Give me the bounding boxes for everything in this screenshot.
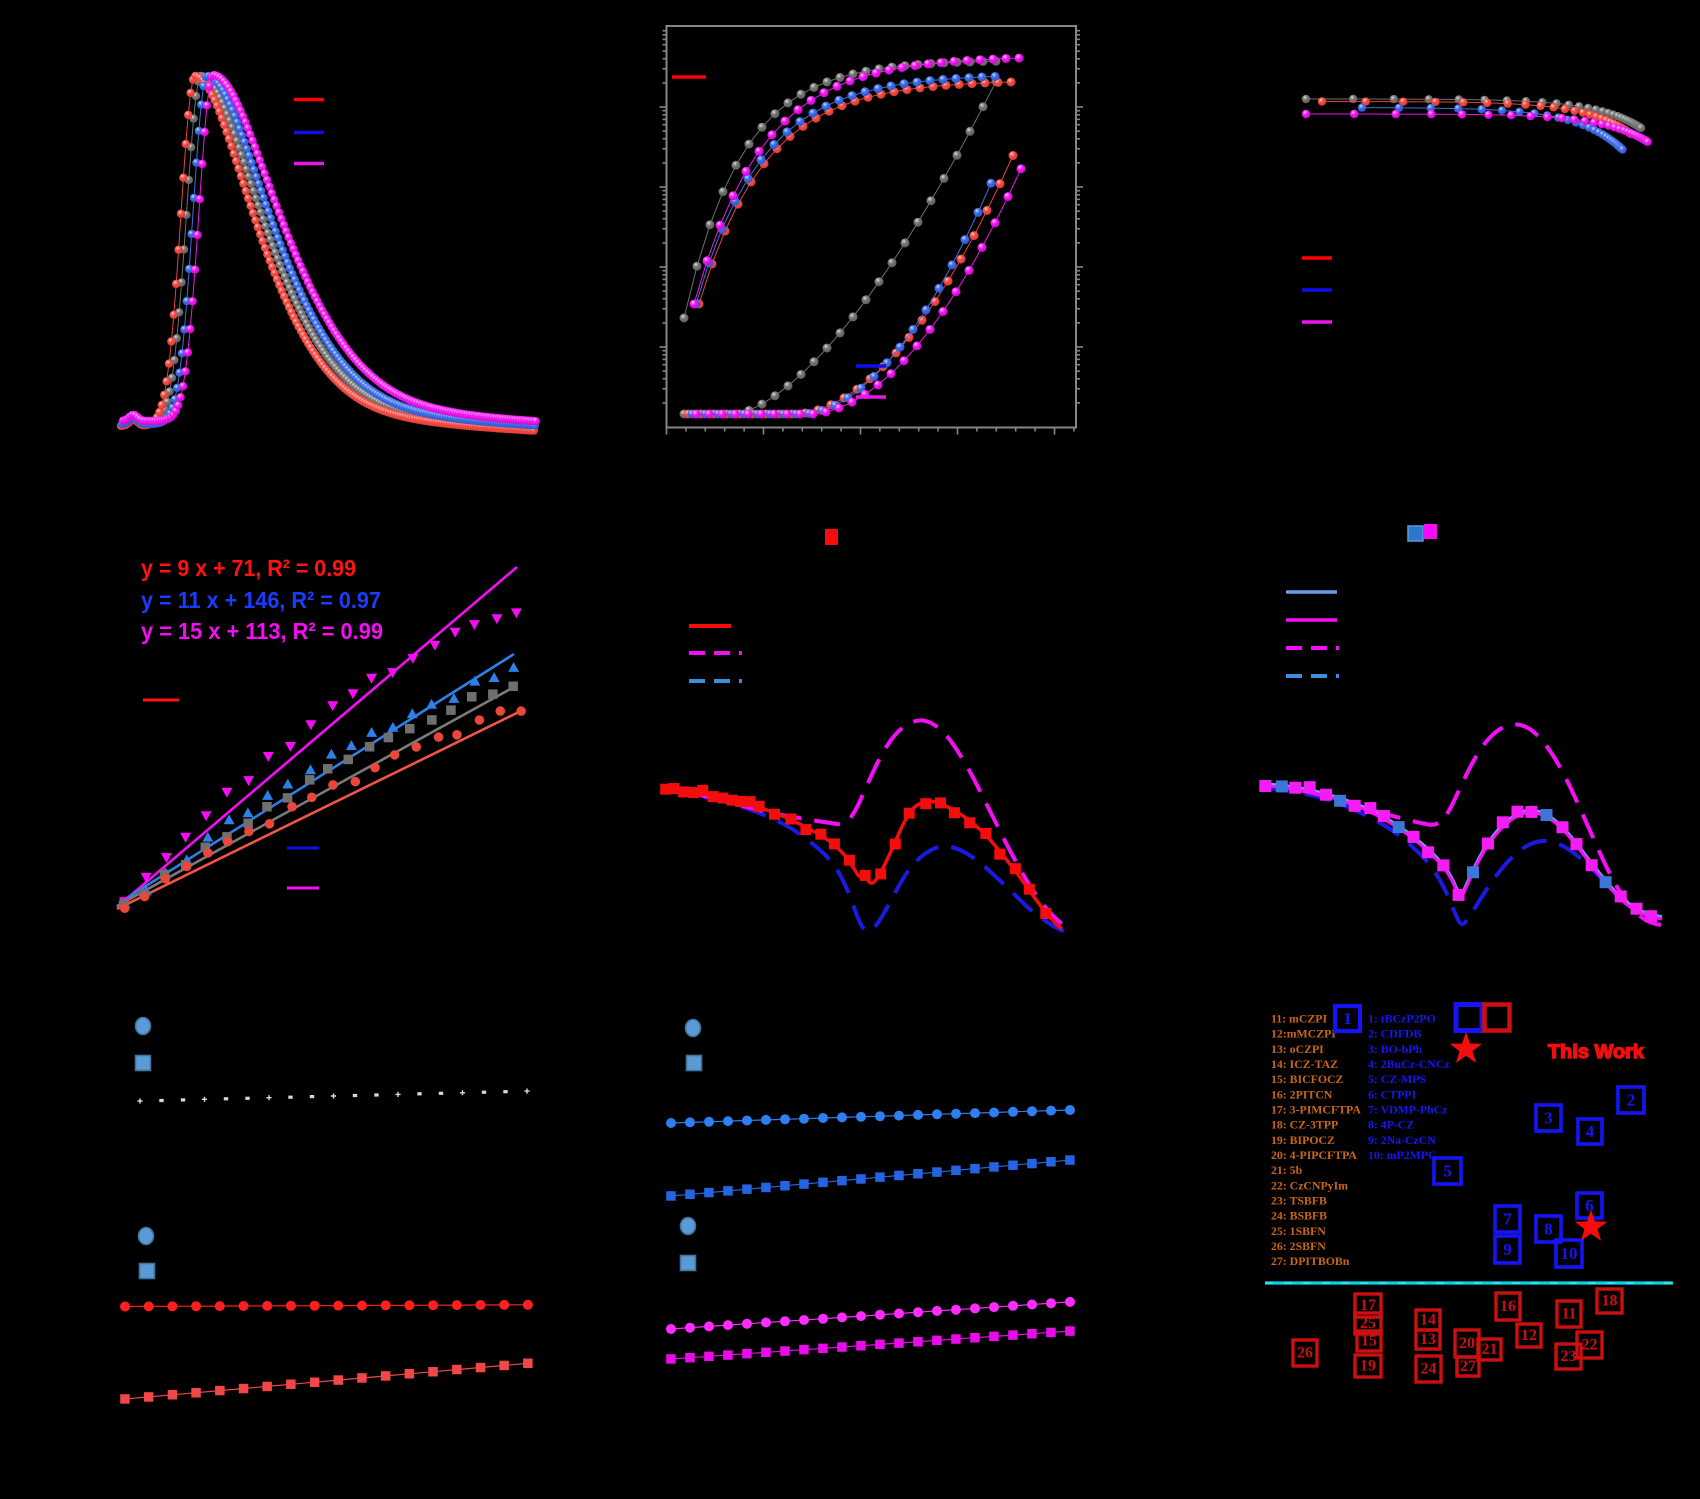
svg-text:5: CZ-MPS: 5: CZ-MPS xyxy=(1368,1072,1426,1086)
svg-text:14: 14 xyxy=(1420,1312,1436,1329)
svg-text:y = 15 x + 113, R² = 0.99: y = 15 x + 113, R² = 0.99 xyxy=(141,618,383,644)
svg-text:16: 16 xyxy=(1500,1298,1516,1315)
svg-text:14: ICZ-TAZ: 14: ICZ-TAZ xyxy=(1271,1057,1338,1071)
svg-text:10: mP2MPC: 10: mP2MPC xyxy=(1368,1148,1436,1162)
svg-text:20: 20 xyxy=(1459,1335,1475,1352)
svg-text:8: 8 xyxy=(1544,1220,1553,1239)
svg-text:26: 2SBFN: 26: 2SBFN xyxy=(1271,1239,1326,1253)
svg-text:y = 9 x + 71, R² = 0.99: y = 9 x + 71, R² = 0.99 xyxy=(141,555,356,581)
svg-text:11: mCZPI: 11: mCZPI xyxy=(1271,1012,1327,1026)
svg-text:15: 15 xyxy=(1361,1333,1377,1350)
svg-text:13: oCZPI: 13: oCZPI xyxy=(1271,1042,1324,1056)
svg-text:5: 5 xyxy=(1443,1162,1452,1181)
svg-text:9: 9 xyxy=(1503,1240,1512,1259)
svg-text:10: 10 xyxy=(1561,1244,1578,1263)
svg-text:This Work: This Work xyxy=(1548,1042,1644,1063)
svg-text:7: VDMP-PhCz: 7: VDMP-PhCz xyxy=(1368,1103,1447,1117)
svg-text:1: tBCzP2PO: 1: tBCzP2PO xyxy=(1368,1012,1436,1026)
svg-text:16: 2PITCN: 16: 2PITCN xyxy=(1271,1087,1333,1101)
svg-text:18: CZ-3TPP: 18: CZ-3TPP xyxy=(1271,1118,1338,1132)
svg-text:y = 11 x + 146, R² = 0.97: y = 11 x + 146, R² = 0.97 xyxy=(141,587,381,613)
svg-text:22: 22 xyxy=(1582,1337,1598,1354)
svg-text:27: 27 xyxy=(1460,1358,1476,1375)
svg-text:27: DPITBOBn: 27: DPITBOBn xyxy=(1271,1254,1350,1268)
svg-text:3: 3 xyxy=(1544,1109,1553,1128)
svg-text:23: 23 xyxy=(1561,1348,1577,1365)
svg-text:19: BIPOCZ: 19: BIPOCZ xyxy=(1271,1133,1335,1147)
svg-text:19: 19 xyxy=(1360,1358,1376,1375)
svg-text:4: 4 xyxy=(1586,1122,1595,1141)
svg-text:22: CzCNPyIm: 22: CzCNPyIm xyxy=(1271,1178,1348,1192)
svg-text:24: BSBFB: 24: BSBFB xyxy=(1271,1209,1327,1223)
svg-text:12:mMCZPI: 12:mMCZPI xyxy=(1271,1027,1336,1041)
svg-text:12: 12 xyxy=(1521,1327,1537,1344)
svg-text:13: 13 xyxy=(1420,1331,1436,1348)
svg-text:6: 6 xyxy=(1585,1196,1594,1215)
svg-text:11: 11 xyxy=(1561,1306,1576,1323)
svg-text:18: 18 xyxy=(1602,1293,1618,1310)
svg-text:8: 4P-CZ: 8: 4P-CZ xyxy=(1368,1118,1414,1132)
svg-text:9: 2Na-CzCN: 9: 2Na-CzCN xyxy=(1368,1133,1436,1147)
svg-text:26: 26 xyxy=(1297,1345,1313,1362)
svg-text:25: 25 xyxy=(1360,1315,1376,1332)
svg-text:24: 24 xyxy=(1421,1361,1437,1378)
svg-text:25: 1SBFN: 25: 1SBFN xyxy=(1271,1224,1326,1238)
svg-text:4: 2BuCz-CNCz: 4: 2BuCz-CNCz xyxy=(1368,1057,1450,1071)
svg-text:15: BICFOCZ: 15: BICFOCZ xyxy=(1271,1072,1344,1086)
svg-text:2: CDFDB: 2: CDFDB xyxy=(1368,1027,1422,1041)
svg-text:23: TSBFB: 23: TSBFB xyxy=(1271,1194,1327,1208)
svg-text:7: 7 xyxy=(1503,1210,1512,1229)
svg-text:17: 17 xyxy=(1360,1297,1376,1314)
svg-text:17: 3-PIMCFTPA: 17: 3-PIMCFTPA xyxy=(1271,1103,1361,1117)
svg-text:20: 4-PIPCFTPA: 20: 4-PIPCFTPA xyxy=(1271,1148,1357,1162)
svg-text:1: 1 xyxy=(1343,1009,1352,1028)
svg-text:21: 21 xyxy=(1482,1341,1498,1358)
svg-text:3: BO-bPh: 3: BO-bPh xyxy=(1368,1042,1423,1056)
svg-text:2: 2 xyxy=(1627,1091,1636,1110)
svg-text:6: CTPPI: 6: CTPPI xyxy=(1368,1087,1417,1101)
svg-text:21: 5b: 21: 5b xyxy=(1271,1163,1303,1177)
